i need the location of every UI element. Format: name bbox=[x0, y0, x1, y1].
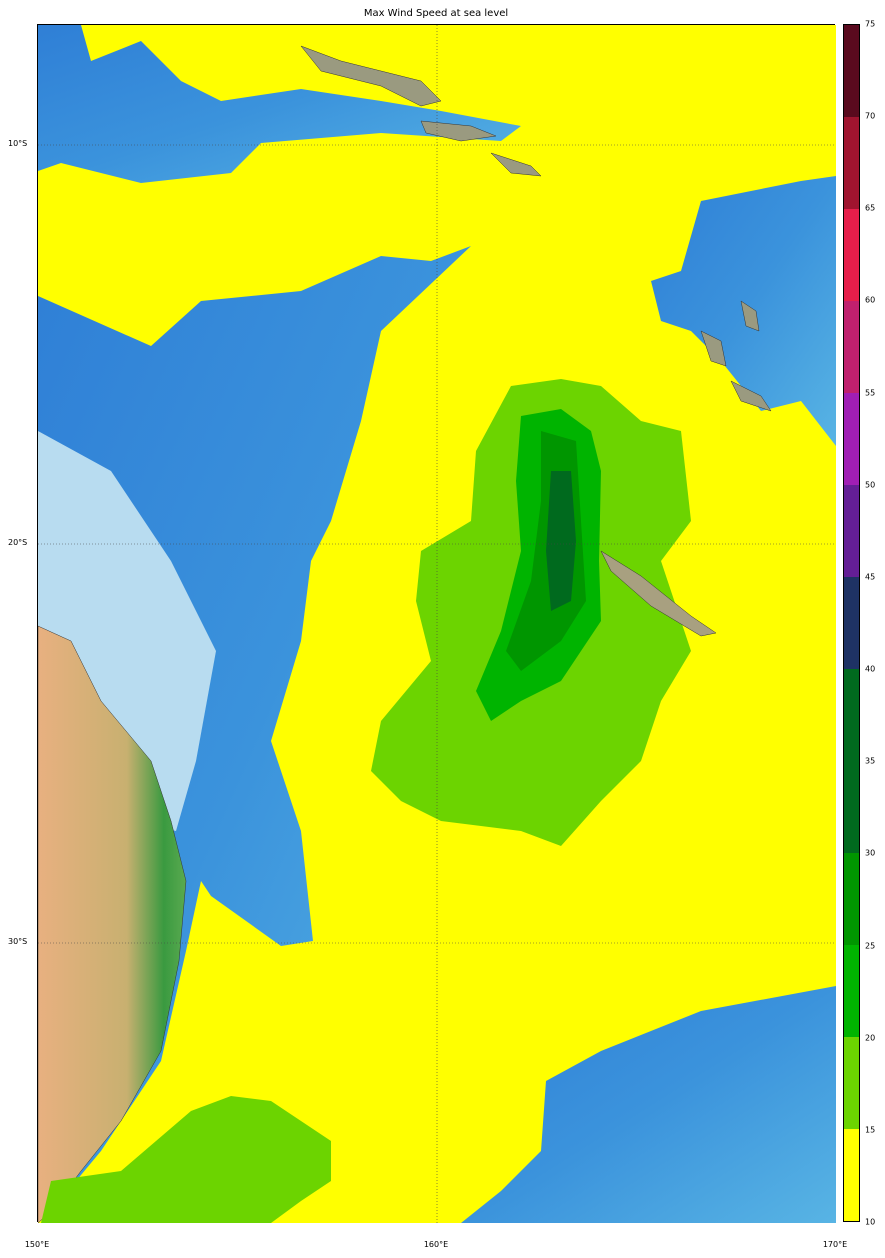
colorbar-bin bbox=[844, 1128, 859, 1221]
wind-15-20-south-region bbox=[41, 1096, 331, 1223]
colorbar-tick-label: 65 bbox=[865, 203, 876, 213]
solomon-islands bbox=[300, 45, 542, 177]
gridlines bbox=[38, 25, 836, 1223]
map-plot-area bbox=[37, 24, 836, 1224]
lat-label-10s: 10°S bbox=[8, 139, 28, 148]
lon-label-160e: 160°E bbox=[423, 1240, 449, 1249]
wind-30-40-region bbox=[546, 471, 576, 611]
lat-label-30s: 30°S bbox=[8, 937, 28, 946]
colorbar-bin bbox=[844, 852, 859, 945]
colorbar-bin bbox=[844, 392, 859, 485]
vanuatu-islands bbox=[700, 300, 772, 412]
colorbar-tick-label: 40 bbox=[865, 664, 876, 674]
map-title: Max Wind Speed at sea level bbox=[363, 8, 509, 19]
lon-label-170e: 170°E bbox=[822, 1240, 848, 1249]
colorbar-tick-label: 10 bbox=[865, 1217, 876, 1227]
colorbar-bin bbox=[844, 668, 859, 761]
colorbar-tick-label: 30 bbox=[865, 848, 876, 858]
colorbar-bin bbox=[844, 484, 859, 577]
colorbar-tick-label: 75 bbox=[865, 19, 876, 29]
colorbar-bin bbox=[844, 116, 859, 209]
colorbar-tick-label: 50 bbox=[865, 480, 876, 490]
new-caledonia-island bbox=[600, 550, 717, 637]
colorbar-tick-label: 25 bbox=[865, 941, 876, 951]
colorbar-tick-label: 55 bbox=[865, 388, 876, 398]
colorbar-tick-label: 70 bbox=[865, 111, 876, 121]
colorbar-tick-label: 45 bbox=[865, 572, 876, 582]
colorbar-bin bbox=[844, 760, 859, 853]
colorbar-tick-label: 60 bbox=[865, 295, 876, 305]
colorbar bbox=[843, 24, 860, 1222]
colorbar-tick-label: 15 bbox=[865, 1125, 876, 1135]
colorbar-bin bbox=[844, 1036, 859, 1129]
colorbar-bin bbox=[844, 24, 859, 117]
colorbar-bin bbox=[844, 300, 859, 393]
colorbar-bin bbox=[844, 208, 859, 301]
tasman-east-ocean bbox=[461, 986, 836, 1223]
lon-label-150e: 150°E bbox=[24, 1240, 50, 1249]
colorbar-tick-label: 35 bbox=[865, 756, 876, 766]
png-solomon-ocean bbox=[38, 25, 521, 183]
colorbar-tick-label: 20 bbox=[865, 1033, 876, 1043]
wind-speed-map bbox=[37, 25, 836, 1224]
colorbar-bin bbox=[844, 576, 859, 669]
lat-label-20s: 20°S bbox=[8, 538, 28, 547]
colorbar-bin bbox=[844, 944, 859, 1037]
